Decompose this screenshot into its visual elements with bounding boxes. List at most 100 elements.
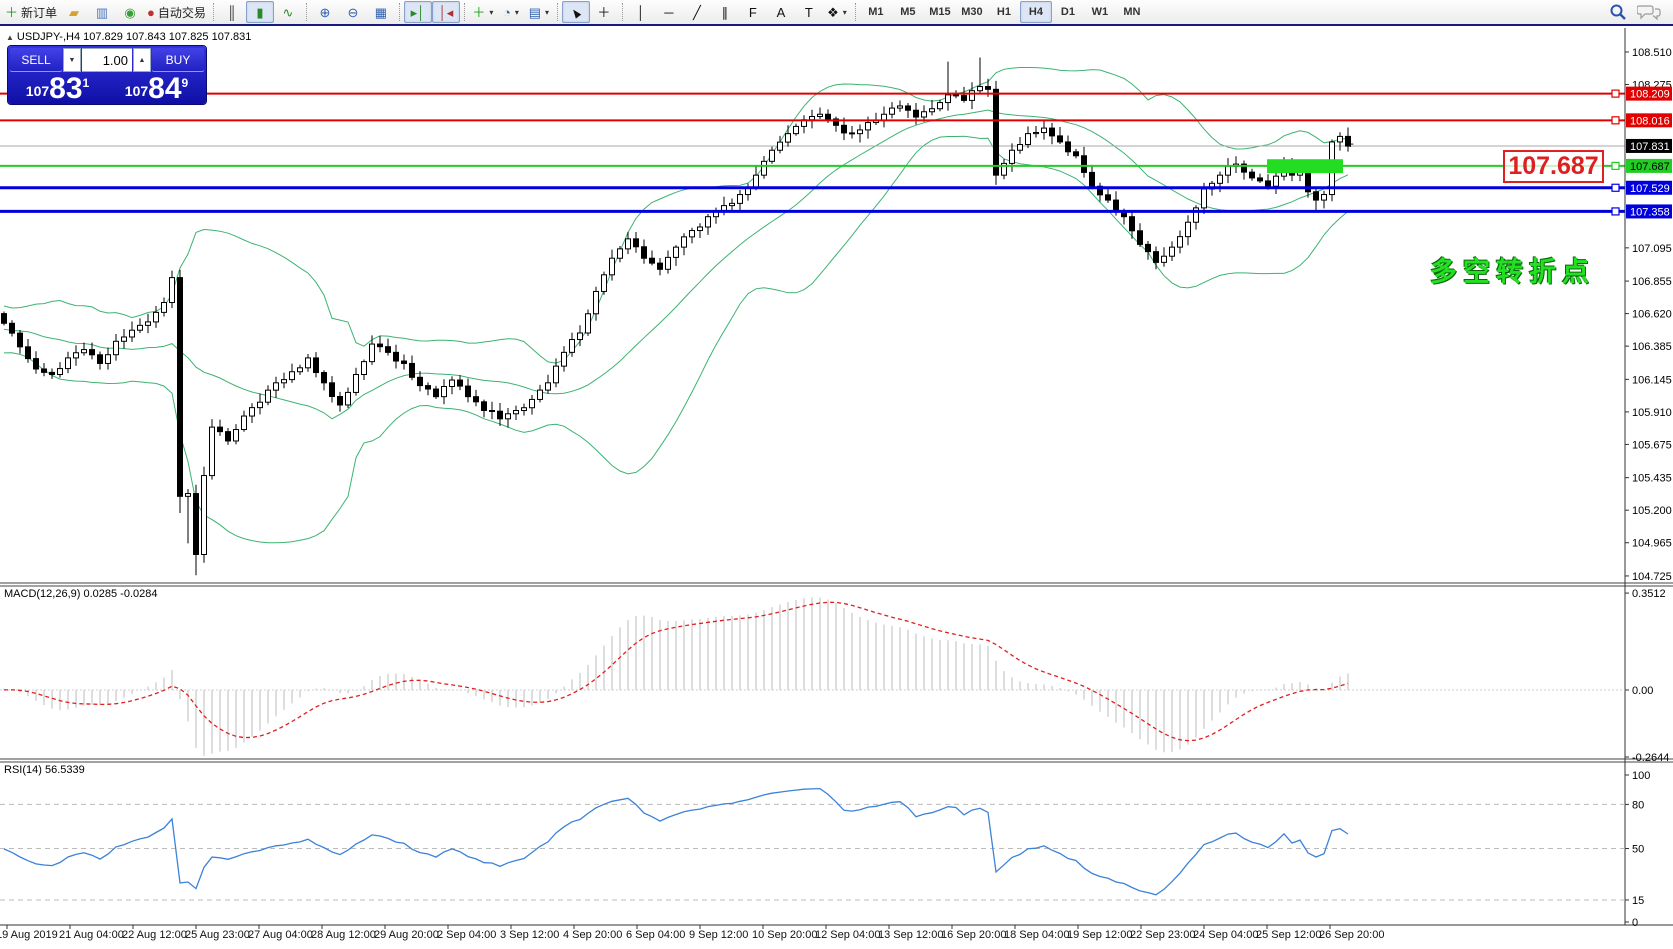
candle-body (1217, 174, 1223, 184)
volume-decrease-button[interactable]: ▼ (63, 48, 81, 72)
candle-body (849, 132, 855, 135)
candle-body (1193, 207, 1199, 223)
line-handle[interactable] (1611, 161, 1620, 170)
candle-body (905, 105, 911, 111)
price-tag[interactable] (1626, 86, 1672, 101)
eraser[interactable]: ▰ (60, 1, 88, 23)
collapse-icon[interactable]: ▲ (6, 33, 14, 42)
time-label: 24 Sep 04:00 (1193, 929, 1258, 941)
templates[interactable]: ▤ ▾ (525, 1, 553, 23)
candle-body (185, 493, 191, 497)
candle-body (1169, 246, 1175, 257)
indicators[interactable]: ＋ ▾ (469, 1, 497, 23)
candlestick-chart[interactable]: ▮ (245, 1, 274, 23)
profiles-icon: ▥ (95, 4, 109, 20)
trade-panel-top-row: SELL ▼ ▲ BUY (8, 46, 206, 72)
candle-body (1041, 127, 1047, 134)
arrows-tool[interactable]: ❖ ▾ (823, 1, 851, 23)
candle-body (513, 410, 519, 415)
candle-body (1177, 236, 1183, 248)
sell-price[interactable]: 107 83 1 (9, 72, 106, 104)
templates-dropdown-icon[interactable]: ▾ (545, 7, 550, 17)
candle-body (281, 379, 287, 384)
auto-scroll[interactable]: ▸│ (403, 1, 432, 23)
text-label-tool-icon: T (804, 4, 813, 20)
text-tool[interactable]: A (767, 1, 795, 23)
periods-dropdown-icon[interactable]: ▾ (514, 7, 519, 17)
line-handle[interactable] (1611, 89, 1620, 98)
timeframe-w1[interactable]: W1 (1091, 6, 1109, 18)
line-handle[interactable] (1611, 116, 1620, 125)
line-handle[interactable] (1611, 207, 1620, 216)
cursor-tool[interactable]: ▲ (561, 1, 590, 23)
candle-body (1065, 141, 1071, 153)
timeframe-m15[interactable]: M15 (929, 6, 951, 18)
candle-body (1313, 191, 1319, 201)
candle-body (1321, 194, 1327, 201)
candle-body (537, 389, 543, 400)
candle-body (233, 429, 239, 442)
candle-body (545, 382, 551, 391)
price-tick-label: 105.675 (1632, 439, 1672, 451)
chart-shift[interactable]: │◂ (431, 1, 460, 23)
price-tag[interactable] (1626, 180, 1672, 195)
indicators-dropdown-icon[interactable]: ▾ (489, 7, 494, 17)
timeframe-d1[interactable]: D1 (1060, 6, 1075, 18)
vertical-line-tool[interactable]: │ (627, 1, 655, 23)
crosshair-tool[interactable]: ＋ (590, 1, 618, 23)
buy-price[interactable]: 107 84 9 (108, 72, 205, 104)
tile-windows[interactable]: ▦ (367, 1, 395, 23)
timeframe-m30[interactable]: M30 (961, 6, 983, 18)
horizontal-line-tool[interactable]: ─ (655, 1, 683, 23)
text-tool-icon: A (776, 4, 786, 20)
time-label: 6 Sep 04:00 (626, 929, 685, 941)
volume-input[interactable] (82, 48, 132, 72)
price-annotation-box[interactable]: 107.687 (1503, 150, 1604, 183)
time-label: 9 Sep 12:00 (689, 929, 748, 941)
search-icon[interactable] (1609, 3, 1627, 21)
trend-line-tool[interactable]: ╱ (683, 1, 711, 23)
candle-body (25, 346, 31, 360)
zoom-out[interactable]: ⊖ (339, 1, 367, 23)
candle-body (353, 374, 359, 393)
price-tag[interactable] (1626, 138, 1672, 153)
candle-body (913, 109, 919, 118)
fibonacci-tool[interactable]: F (739, 1, 767, 23)
zoom-in[interactable]: ⊕ (311, 1, 339, 23)
equidistant-channel-tool[interactable]: ∥ (711, 1, 739, 23)
candle-body (777, 141, 783, 151)
price-tag[interactable] (1626, 113, 1672, 128)
line-handle[interactable] (1611, 183, 1620, 192)
volume-increase-button[interactable]: ▲ (133, 48, 151, 72)
sell-button[interactable]: SELL (10, 48, 62, 72)
line-chart-icon: ∿ (282, 4, 294, 20)
candle-body (625, 238, 631, 250)
time-label: 12 Sep 04:00 (815, 929, 880, 941)
price-tag[interactable] (1626, 158, 1672, 173)
timeframe-h4[interactable]: H4 (1019, 1, 1052, 23)
candle-body (449, 379, 455, 388)
macd-signal-line (3, 601, 1349, 742)
horizontal-line-tool-icon: ─ (664, 4, 674, 20)
line-chart[interactable]: ∿ (274, 1, 302, 23)
candle-body (209, 426, 215, 477)
buy-button[interactable]: BUY (152, 48, 204, 72)
timeframe-mn[interactable]: MN (1123, 6, 1141, 18)
bar-chart[interactable]: ║ (218, 1, 246, 23)
profiles[interactable]: ▥ (88, 1, 116, 23)
time-label: 18 Sep 04:00 (1004, 929, 1069, 941)
highlight-rectangle[interactable] (1267, 159, 1343, 174)
text-label-tool[interactable]: T (795, 1, 823, 23)
arrows-tool-dropdown-icon[interactable]: ▾ (842, 7, 847, 17)
auto-trading[interactable]: ● 自动交易 (144, 1, 209, 23)
new-order[interactable]: ＋新订单 (2, 1, 60, 23)
turning-point-label[interactable]: 多空转折点 (1430, 257, 1595, 287)
candle-body (561, 351, 567, 367)
chat-icon[interactable] (1637, 3, 1661, 21)
timeframe-m5[interactable]: M5 (900, 6, 916, 18)
price-tag[interactable] (1626, 204, 1672, 219)
timeframe-m1[interactable]: M1 (868, 6, 884, 18)
market-news[interactable]: ◉ (116, 1, 144, 23)
periods[interactable]: ◔ ▾ (497, 1, 525, 23)
timeframe-h1[interactable]: H1 (996, 6, 1011, 18)
